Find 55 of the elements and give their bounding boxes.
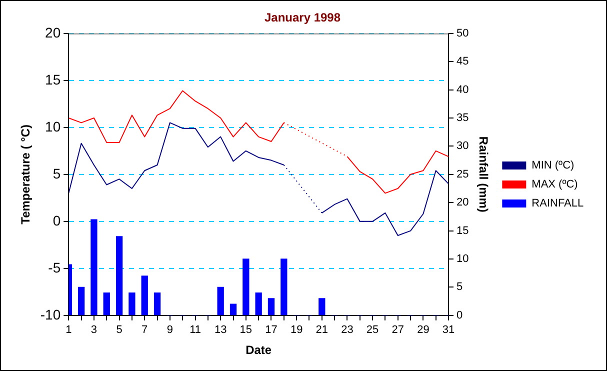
x-tick-label: 9 bbox=[166, 324, 174, 336]
x-tick-label: 1 bbox=[66, 324, 72, 336]
y2-tick-label: 40 bbox=[456, 84, 469, 96]
chart-title: January 1998 bbox=[264, 10, 341, 25]
x-tick-label: 11 bbox=[190, 324, 201, 336]
y2-tick-label: 5 bbox=[456, 281, 463, 294]
bar bbox=[128, 292, 136, 316]
bar bbox=[230, 304, 237, 316]
y2-tick-label: 35 bbox=[456, 112, 469, 124]
y-tick-label: 0 bbox=[52, 212, 61, 228]
bar bbox=[78, 286, 85, 316]
y2-tick-label: 50 bbox=[456, 27, 469, 40]
x-tick-label: 27 bbox=[392, 324, 404, 336]
y2-tick-label: 20 bbox=[456, 196, 469, 209]
legend-label: RAINFALL bbox=[532, 198, 584, 210]
x-axis-title: Date bbox=[246, 343, 272, 358]
y-tick-label: -10 bbox=[40, 306, 61, 322]
y-tick-label: 10 bbox=[45, 118, 61, 134]
bar bbox=[318, 298, 326, 316]
y2-tick-label: 0 bbox=[456, 309, 463, 322]
y2-axis-title: Rainfall (mm) bbox=[476, 136, 491, 212]
x-tick-label: 29 bbox=[417, 324, 430, 336]
y2-tick-label: 10 bbox=[456, 253, 469, 266]
x-tick-label: 25 bbox=[366, 324, 379, 336]
x-tick-label: 5 bbox=[116, 324, 122, 336]
bar bbox=[154, 292, 161, 316]
x-tick-label: 13 bbox=[214, 324, 227, 336]
x-tick-label: 17 bbox=[265, 324, 278, 336]
y-tick-label: 20 bbox=[45, 24, 61, 40]
y-tick-label: 5 bbox=[52, 165, 61, 182]
legend-label: MAX (ºC) bbox=[532, 178, 578, 191]
bar bbox=[268, 298, 275, 316]
bar bbox=[103, 292, 110, 316]
x-tick-label: 23 bbox=[341, 324, 354, 336]
bar bbox=[116, 236, 123, 316]
y-axis-title: Temperature ( °C) bbox=[18, 124, 33, 224]
x-tick-label: 3 bbox=[90, 324, 98, 336]
x-tick-label: 7 bbox=[142, 324, 148, 336]
x-tick-label: 31 bbox=[442, 324, 455, 336]
x-tick-label: 19 bbox=[290, 324, 303, 336]
bar bbox=[217, 286, 224, 316]
bar bbox=[90, 219, 98, 316]
y2-tick-label: 25 bbox=[456, 168, 469, 180]
bar bbox=[255, 292, 262, 316]
legend-label: MIN (ºC) bbox=[532, 160, 574, 172]
bar bbox=[141, 276, 148, 316]
x-tick-label: 21 bbox=[316, 324, 328, 336]
y2-tick-label: 15 bbox=[456, 224, 469, 237]
y-tick-label: 15 bbox=[45, 71, 61, 88]
bar bbox=[280, 258, 288, 316]
y-tick-label: -5 bbox=[48, 259, 61, 276]
x-tick-label: 15 bbox=[240, 324, 252, 336]
bar bbox=[242, 258, 250, 316]
y2-tick-label: 45 bbox=[456, 56, 469, 68]
y2-tick-label: 30 bbox=[456, 140, 469, 152]
